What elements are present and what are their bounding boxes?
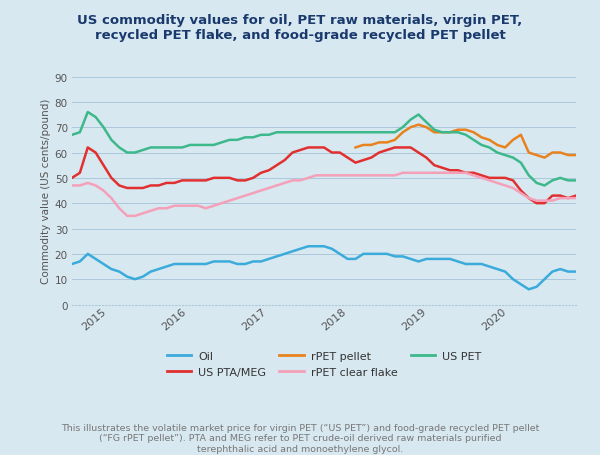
Text: US commodity values for oil, PET raw materials, virgin PET,
recycled PET flake, : US commodity values for oil, PET raw mat… xyxy=(77,14,523,41)
Y-axis label: Commodity value (US cents/pound): Commodity value (US cents/pound) xyxy=(41,99,50,283)
Text: This illustrates the volatile market price for virgin PET (“US PET”) and food-gr: This illustrates the volatile market pri… xyxy=(61,423,539,453)
Legend: Oil, US PTA/MEG, rPET pellet, rPET clear flake, US PET: Oil, US PTA/MEG, rPET pellet, rPET clear… xyxy=(163,347,485,381)
